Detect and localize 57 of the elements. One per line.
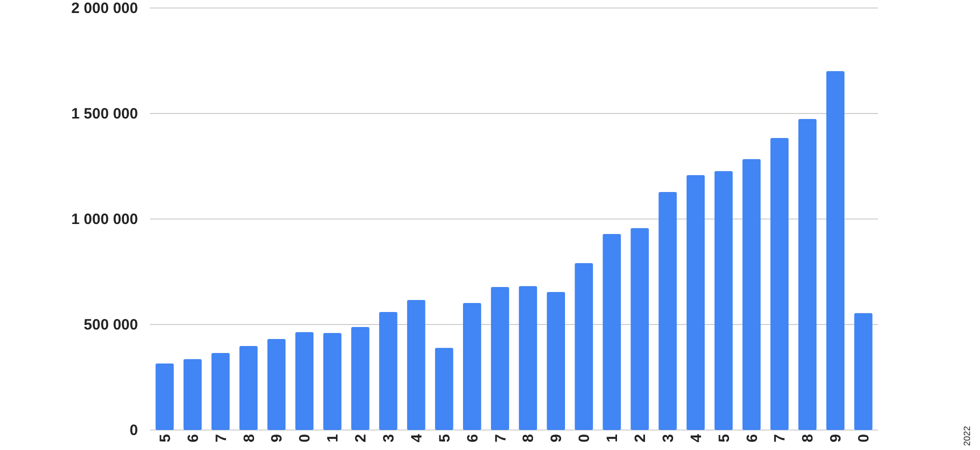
bar xyxy=(435,348,454,430)
x-tick-label: 4 xyxy=(408,433,426,442)
bar xyxy=(602,234,621,430)
x-tick-label: 9 xyxy=(828,434,845,442)
x-tick-label: 5 xyxy=(156,434,174,442)
x-tick-label: 8 xyxy=(520,434,538,442)
bar xyxy=(742,159,761,430)
bar xyxy=(379,312,398,430)
x-tick-label: 6 xyxy=(464,434,482,442)
x-tick-label: 6 xyxy=(184,434,202,442)
x-tick-label: 5 xyxy=(716,434,733,442)
bar xyxy=(295,332,314,430)
bar xyxy=(770,138,789,430)
x-tick-label: 9 xyxy=(548,434,566,442)
bar xyxy=(211,352,230,430)
bar xyxy=(184,359,202,430)
bar xyxy=(854,313,872,430)
bar xyxy=(826,71,844,430)
bar xyxy=(658,192,677,430)
bar xyxy=(490,286,510,430)
bar xyxy=(351,327,370,430)
bar xyxy=(630,228,649,430)
bar xyxy=(407,300,426,430)
x-tick-label: 7 xyxy=(772,434,789,442)
x-tick-label: 0 xyxy=(576,434,594,442)
x-tick-label: 8 xyxy=(800,434,817,442)
x-tick-label: 3 xyxy=(660,434,677,442)
bar xyxy=(686,175,705,430)
x-tick-label: 2 xyxy=(632,434,650,442)
y-tick-label: 1 000 000 xyxy=(71,210,138,228)
bar xyxy=(574,263,593,430)
x-tick-label: 0 xyxy=(296,434,314,442)
x-tick-label: 5 xyxy=(436,434,454,442)
bar xyxy=(239,346,258,430)
bar xyxy=(798,118,817,430)
x-tick-label: 1 xyxy=(604,434,622,442)
y-tick-label: 2 000 000 xyxy=(71,0,138,17)
y-tick-label: 1 500 000 xyxy=(71,105,138,122)
bar xyxy=(267,339,286,430)
bar xyxy=(156,364,174,430)
x-tick-label: 7 xyxy=(212,434,230,442)
x-tick-label: 7 xyxy=(492,434,510,442)
x-tick-label: 6 xyxy=(744,434,761,442)
x-tick-label: 0 xyxy=(856,434,873,442)
bar xyxy=(518,286,538,430)
y-tick-label: 500 000 xyxy=(84,316,138,334)
bar xyxy=(546,292,565,430)
x-tick-label: 9 xyxy=(268,434,286,442)
text: 2022 xyxy=(962,426,972,446)
x-tick-label: 8 xyxy=(240,434,258,442)
bar xyxy=(463,302,482,430)
x-tick-label: 4 xyxy=(688,433,705,442)
x-tick-label: 3 xyxy=(380,434,398,442)
x-tick-label: 1 xyxy=(324,434,342,442)
bar xyxy=(323,332,342,430)
bar xyxy=(714,171,733,430)
x-tick-label: 2 xyxy=(352,434,370,442)
